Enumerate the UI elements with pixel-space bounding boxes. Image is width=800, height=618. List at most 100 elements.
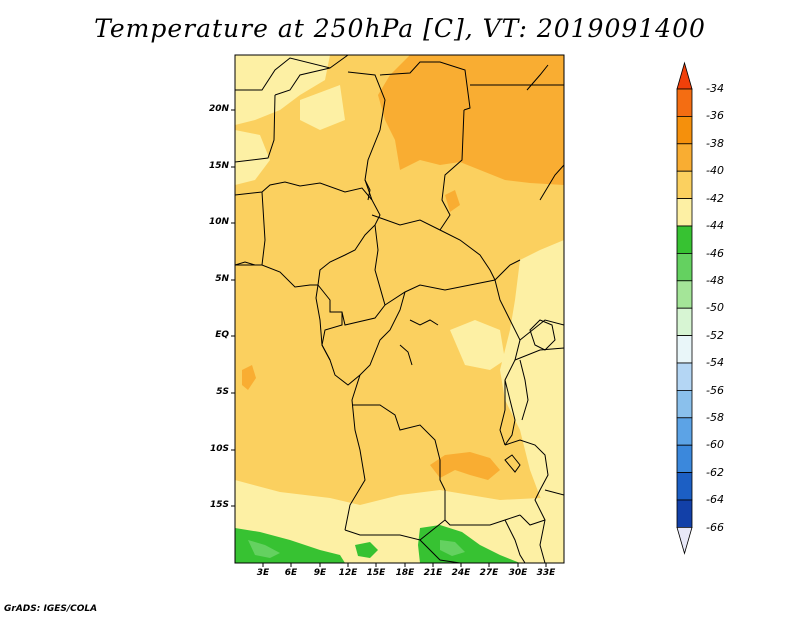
border-line <box>352 404 446 491</box>
colorbar-box <box>676 280 693 309</box>
colorbar-label: -62 <box>706 466 724 479</box>
lon-label: 6E <box>284 568 298 578</box>
colorbar-label: -48 <box>706 274 724 287</box>
colorbar-box <box>676 499 693 528</box>
lat-label: 5N <box>215 274 229 284</box>
colorbar-over-triangle <box>676 61 693 90</box>
colorbar-label: -58 <box>706 411 724 424</box>
colorbar-label: -64 <box>706 493 724 506</box>
field-warm-northeast <box>378 55 564 185</box>
field-cool-northwest <box>235 55 330 125</box>
lon-label: 21E <box>423 568 443 578</box>
border-line <box>374 224 521 306</box>
colorbar-label: -36 <box>706 109 724 122</box>
colorbar-box <box>676 143 693 172</box>
river <box>364 179 371 201</box>
colorbar-label: -40 <box>706 164 724 177</box>
coastline <box>504 379 516 446</box>
lon-label: 18E <box>395 568 415 578</box>
colorbar <box>676 61 693 555</box>
colorbar-box <box>676 170 693 199</box>
colorbar-label: -46 <box>706 247 724 260</box>
lon-label: 12E <box>338 568 358 578</box>
lon-label: 30E <box>508 568 528 578</box>
border-line <box>274 67 331 96</box>
lat-label: EQ <box>215 330 229 340</box>
coastline <box>315 284 331 361</box>
chart-title: Temperature at 250hPa [C], VT: 201909140… <box>94 14 706 43</box>
colorbar-label: -60 <box>706 438 724 451</box>
coastline <box>235 261 262 266</box>
colorbar-box <box>676 335 693 364</box>
colorbar-label: -66 <box>706 521 724 534</box>
colorbar-label: -52 <box>706 329 724 342</box>
colorbar-box <box>676 417 693 446</box>
colorbar-label: -34 <box>706 82 724 95</box>
border-line <box>519 319 564 341</box>
colorbar-box <box>676 252 693 282</box>
lat-label: 15S <box>209 500 229 510</box>
border-line <box>344 374 366 531</box>
field-cool-east <box>500 240 564 520</box>
lon-label: 15E <box>366 568 386 578</box>
temperature-field <box>235 55 564 563</box>
border-line <box>439 109 465 231</box>
border-line <box>235 55 349 91</box>
field-warm-patch-east <box>445 190 460 212</box>
border-line <box>504 439 549 563</box>
river <box>409 319 439 326</box>
border-line <box>321 291 406 386</box>
field-cool-west <box>235 130 270 185</box>
coastline <box>519 359 529 421</box>
field-warm-patch-sw <box>242 365 256 390</box>
colorbar-box <box>676 472 693 501</box>
country-borders <box>235 55 564 563</box>
border-line <box>504 519 526 563</box>
border-line <box>317 199 381 286</box>
colorbar-label: -56 <box>706 384 724 397</box>
lon-label: 24E <box>451 568 471 578</box>
colorbar-label: -38 <box>706 137 724 150</box>
colorbar-box <box>676 116 693 145</box>
credit-text: GrADS: IGES/COLA <box>4 604 98 614</box>
border-line <box>371 214 496 281</box>
lake <box>529 319 556 351</box>
border-line <box>519 514 546 526</box>
field-lightgreen-south <box>440 540 465 556</box>
lat-ticks <box>231 109 235 507</box>
lat-label: 20N <box>208 104 229 114</box>
lon-label: 3E <box>256 568 270 578</box>
border-line <box>261 191 266 266</box>
colorbar-box <box>676 225 693 254</box>
border-line <box>379 61 471 111</box>
lat-label: 5S <box>216 387 229 397</box>
map-frame <box>234 54 565 564</box>
colorbar-label: -44 <box>706 219 724 232</box>
lon-label: 33E <box>536 568 556 578</box>
colorbar-box <box>676 198 693 227</box>
lat-label: 10N <box>208 217 229 227</box>
colorbar-box <box>676 362 693 391</box>
colorbar-label: -50 <box>706 301 724 314</box>
border-line <box>419 539 461 563</box>
colorbar-box <box>676 88 693 117</box>
colorbar-box <box>676 389 693 419</box>
lat-label: 15N <box>208 161 229 171</box>
colorbar-label: -54 <box>706 356 724 369</box>
field-cool-north-strip <box>300 85 345 130</box>
field-lightgreen-southwest <box>248 540 280 558</box>
colorbar-box <box>676 444 693 474</box>
field-warm-patch-south <box>430 452 500 480</box>
field-cool-south <box>235 480 564 563</box>
border-line <box>235 181 373 201</box>
border-line <box>235 94 276 163</box>
colorbar-box <box>676 307 693 337</box>
field-green-small <box>355 542 378 558</box>
field-green-south <box>418 525 520 563</box>
field-cool-center <box>450 320 505 370</box>
lat-label: 10S <box>209 444 229 454</box>
border-line <box>344 519 446 541</box>
colorbar-label: -42 <box>706 192 724 205</box>
river <box>526 64 549 91</box>
